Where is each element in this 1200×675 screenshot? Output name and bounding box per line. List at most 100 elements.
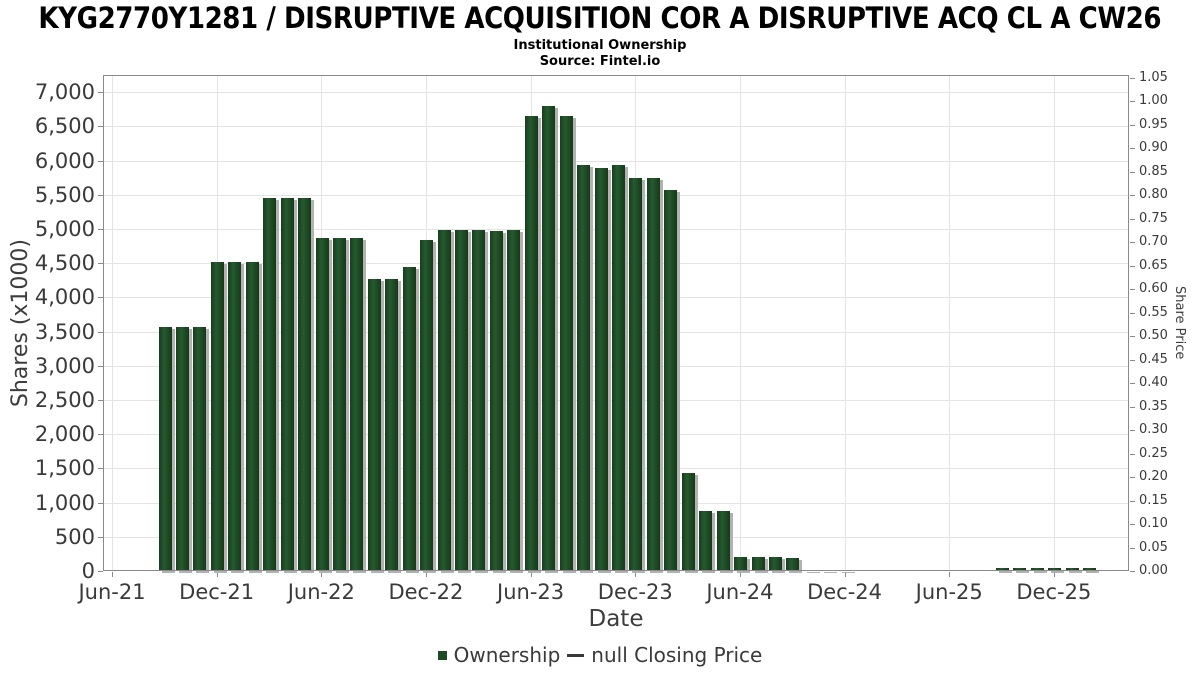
ownership-bar[interactable]: [646, 178, 660, 571]
v-gridline: [112, 75, 113, 571]
y-axis-tick-label: 1,500: [34, 456, 95, 481]
x-axis-tick-label: Dec-21: [179, 580, 255, 604]
ownership-bar[interactable]: [280, 198, 294, 571]
ownership-bar[interactable]: [1030, 568, 1044, 571]
ownership-swatch-icon: [437, 650, 447, 660]
right-axis-tick: [1130, 336, 1135, 338]
y-axis-tick-label: 6,000: [34, 148, 95, 173]
ownership-bar[interactable]: [332, 238, 346, 571]
ownership-bar[interactable]: [1082, 568, 1096, 571]
ownership-bar[interactable]: [577, 165, 591, 571]
right-axis-tick-label: 0.60: [1139, 281, 1168, 297]
ownership-bar[interactable]: [263, 198, 277, 571]
ownership-bar[interactable]: [803, 570, 817, 571]
x-axis-tick-label: Jun-21: [78, 580, 146, 604]
right-axis-tick: [1130, 218, 1135, 220]
y-axis-tick-label: 500: [54, 524, 95, 549]
y-axis-tick-label: 4,000: [34, 285, 95, 310]
ownership-bar[interactable]: [786, 558, 800, 571]
legend-item-closing-price: null Closing Price: [567, 643, 762, 667]
right-axis-tick: [1130, 406, 1135, 408]
ownership-bar[interactable]: [367, 279, 381, 571]
ownership-bar[interactable]: [1048, 568, 1061, 571]
y-axis-tick: [98, 400, 103, 401]
ownership-bar[interactable]: [1065, 568, 1079, 571]
right-axis-tick: [1130, 477, 1135, 479]
ownership-bar[interactable]: [315, 238, 329, 571]
right-axis-tick-label: 0.20: [1139, 469, 1168, 485]
x-axis-tick: [425, 572, 427, 577]
ownership-bar[interactable]: [489, 231, 503, 571]
ownership-bar[interactable]: [699, 511, 713, 571]
ownership-bar[interactable]: [734, 557, 748, 571]
ownership-bar[interactable]: [838, 570, 852, 571]
y-axis-tick: [98, 331, 103, 333]
line-dash-icon: [567, 653, 585, 657]
ownership-bar[interactable]: [507, 230, 521, 571]
right-axis-tick: [1130, 289, 1135, 291]
ownership-bar[interactable]: [681, 473, 695, 571]
x-axis-tick-label: Jun-23: [497, 580, 565, 604]
ownership-bar[interactable]: [298, 198, 311, 571]
x-axis-tick: [844, 572, 846, 577]
right-axis-tick: [1130, 124, 1135, 126]
ownership-bar[interactable]: [769, 557, 782, 571]
x-axis-tick-label: Dec-23: [597, 580, 673, 604]
ownership-bar[interactable]: [385, 279, 399, 571]
ownership-bar[interactable]: [612, 165, 625, 571]
right-axis-tick-label: 0.40: [1139, 375, 1168, 391]
right-axis-tick: [1130, 383, 1135, 385]
legend-item-ownership: Ownership: [437, 643, 560, 667]
ownership-bar[interactable]: [664, 190, 678, 571]
right-axis-tick: [1130, 359, 1135, 361]
x-axis-tick-label: Jun-24: [706, 580, 774, 604]
ownership-bar[interactable]: [245, 262, 259, 571]
ownership-bar[interactable]: [821, 570, 835, 571]
ownership-bar[interactable]: [751, 557, 765, 571]
ownership-bar[interactable]: [995, 568, 1009, 571]
right-axis-tick-label: 0.75: [1139, 210, 1168, 226]
ownership-bar[interactable]: [350, 238, 364, 571]
right-axis-tick-label: 0.05: [1139, 539, 1168, 555]
right-axis-tick-label: 0.30: [1139, 422, 1168, 438]
y-axis-tick-label: 4,500: [34, 251, 95, 276]
right-axis-tick-label: 0.15: [1139, 492, 1168, 508]
right-axis-tick: [1130, 101, 1135, 103]
right-axis-tick-label: 0.50: [1139, 328, 1168, 344]
x-axis-tick: [321, 572, 323, 577]
y-axis-tick: [98, 126, 103, 128]
ownership-bar[interactable]: [716, 511, 730, 571]
right-axis-tick: [1130, 547, 1135, 549]
ownership-bar[interactable]: [228, 262, 242, 571]
ownership-bar[interactable]: [472, 230, 486, 571]
ownership-bar[interactable]: [542, 106, 556, 571]
right-axis-tick: [1130, 78, 1135, 79]
page-title: KYG2770Y1281 / DISRUPTIVE ACQUISITION CO…: [38, 1, 1162, 35]
ownership-bar[interactable]: [158, 327, 172, 571]
ownership-bar[interactable]: [437, 230, 451, 571]
y-axis-tick: [98, 92, 103, 94]
right-axis-tick-label: 0.90: [1139, 140, 1168, 156]
ownership-bar[interactable]: [594, 168, 608, 571]
ownership-bar[interactable]: [193, 327, 207, 571]
ownership-bar[interactable]: [629, 178, 643, 571]
ownership-bar[interactable]: [402, 267, 416, 571]
y-axis-tick-label: 7,000: [34, 80, 95, 105]
ownership-bar[interactable]: [420, 240, 434, 571]
ownership-bar[interactable]: [175, 327, 189, 571]
ownership-bar[interactable]: [524, 116, 538, 571]
y-axis-tick: [98, 536, 103, 538]
y-axis-tick-label: 3,000: [34, 353, 95, 378]
ownership-bar[interactable]: [559, 116, 573, 571]
y-axis-tick-label: 5,500: [34, 182, 95, 207]
ownership-bar[interactable]: [1013, 568, 1027, 571]
y-axis-tick: [98, 297, 103, 299]
right-axis-tick-label: 0.35: [1139, 398, 1168, 414]
right-axis-tick: [1130, 524, 1135, 526]
ownership-bar[interactable]: [455, 230, 468, 571]
right-axis-tick: [1130, 242, 1135, 244]
ownership-bar[interactable]: [210, 262, 224, 571]
y-axis-tick-label: 6,500: [34, 114, 95, 139]
x-axis-tick-label: Dec-22: [388, 580, 464, 604]
